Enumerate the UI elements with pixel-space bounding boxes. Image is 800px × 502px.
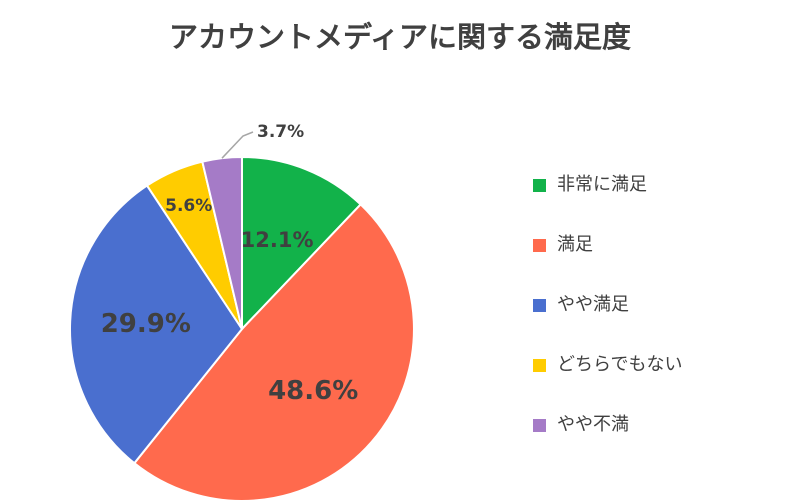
data-label-5: 3.7% (257, 122, 304, 142)
data-label-4: 5.6% (165, 196, 212, 216)
legend-label: やや満足 (557, 294, 629, 315)
legend-label: やや不満 (557, 414, 629, 435)
pie-slice-1 (241, 155, 363, 332)
legend-swatch (533, 419, 546, 432)
data-label-3: 29.9% (101, 309, 191, 339)
data-label-2: 48.6% (268, 376, 358, 406)
leader-line (221, 131, 254, 159)
legend-label: 非常に満足 (557, 174, 647, 195)
legend-swatch (533, 359, 546, 372)
legend-swatch (533, 179, 546, 192)
legend-swatch (533, 299, 546, 312)
pie-slice-3 (69, 184, 244, 465)
pie-slice-2 (132, 203, 415, 502)
legend-label: どちらでもない (557, 354, 683, 375)
legend-swatch (533, 239, 546, 252)
chart-title: アカウントメディアに関する満足度 (169, 20, 631, 54)
data-label-1: 12.1% (241, 228, 314, 252)
legend-label: 満足 (557, 234, 593, 255)
